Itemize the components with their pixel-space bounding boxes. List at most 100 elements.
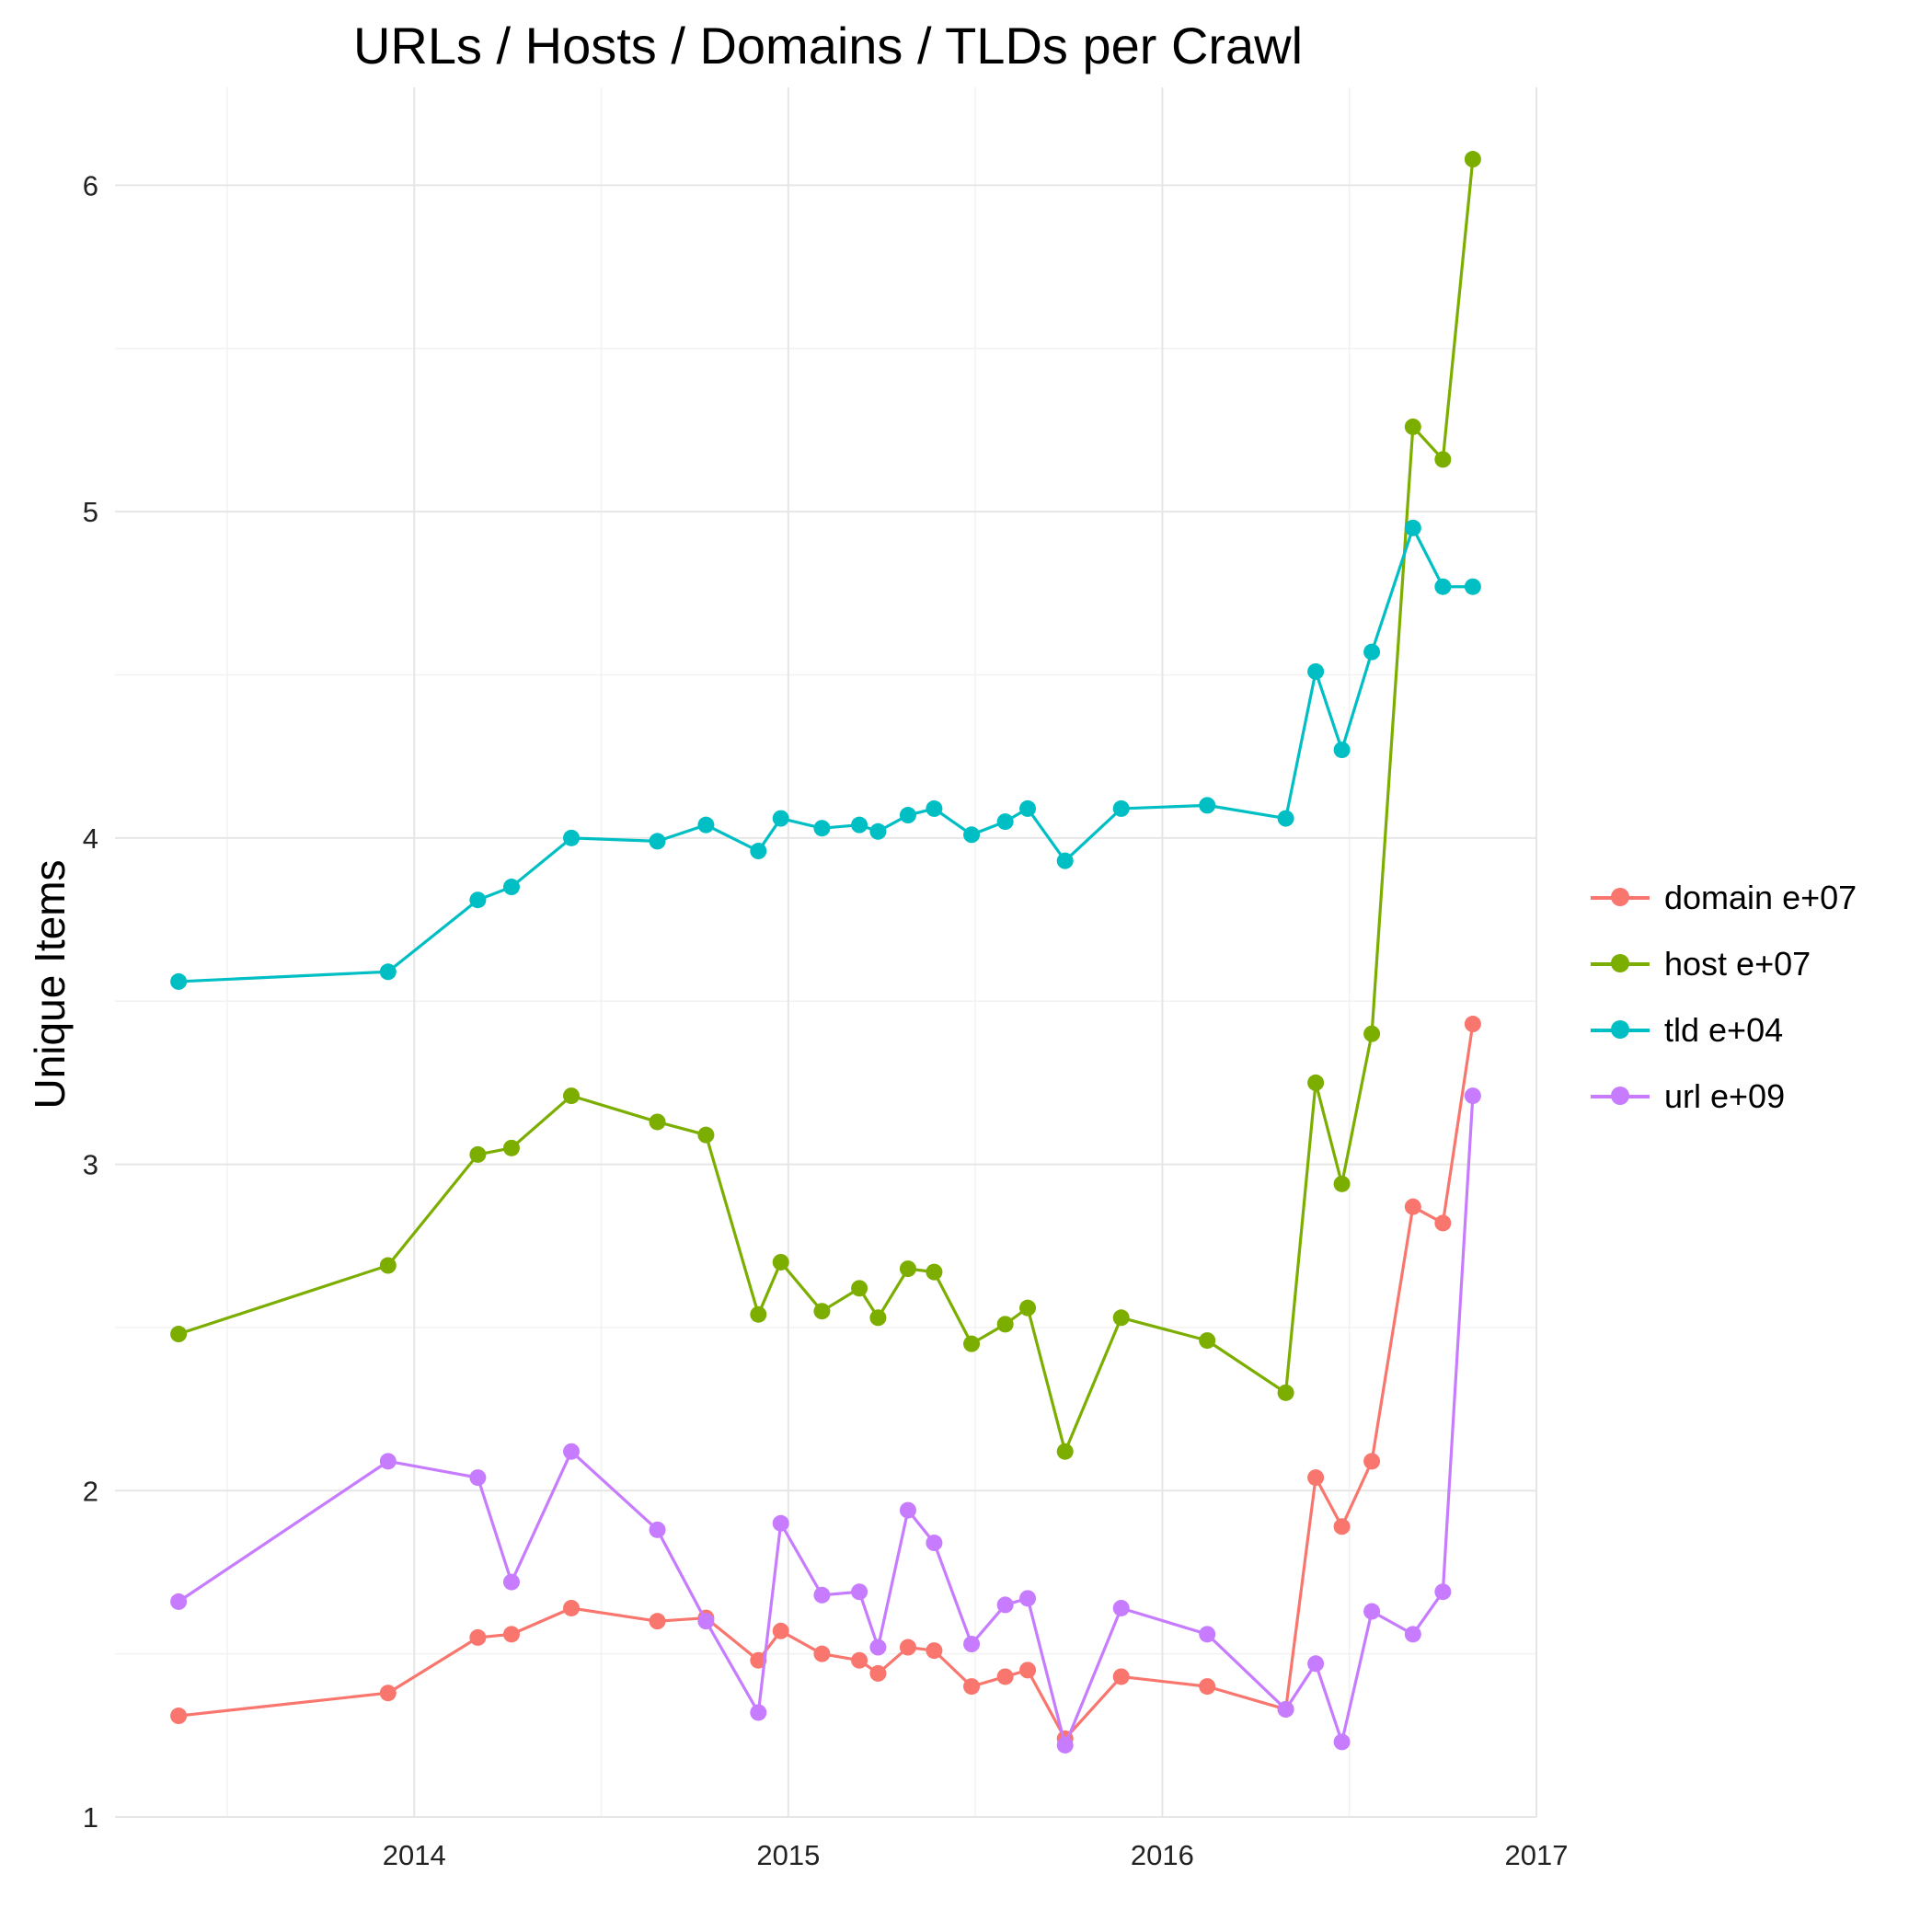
data-point [772, 810, 789, 827]
data-point [899, 807, 916, 824]
data-point [1333, 1175, 1351, 1192]
data-point [813, 1645, 831, 1662]
y-tick-label: 2 [83, 1475, 98, 1507]
data-point [1363, 643, 1381, 661]
axes: 1 2 3 4 5 6 2014 2015 2016 2017 [83, 169, 1569, 1871]
data-point [963, 1335, 981, 1352]
legend-key-host [1587, 954, 1653, 973]
legend-item-host: host e+07 [1587, 931, 1857, 997]
data-point [899, 1501, 916, 1519]
data-point [379, 1685, 397, 1702]
data-point [813, 820, 831, 837]
data-point [851, 1651, 868, 1669]
data-point [1333, 1518, 1351, 1535]
data-point [1307, 1074, 1325, 1091]
legend-label-host: host e+07 [1664, 945, 1811, 983]
data-point [1277, 1384, 1294, 1401]
data-point [1199, 797, 1216, 814]
y-tick-label: 1 [83, 1801, 98, 1834]
data-point [1464, 1087, 1481, 1105]
series-domain [170, 1016, 1481, 1747]
data-point [1333, 742, 1351, 759]
series-layer [170, 151, 1481, 1754]
data-point [1307, 1469, 1325, 1487]
data-point [1199, 1626, 1216, 1643]
y-tick-label: 6 [83, 169, 98, 201]
data-point [899, 1639, 916, 1656]
data-point [1434, 1583, 1452, 1601]
legend-item-tld: tld e+04 [1587, 997, 1857, 1064]
data-point [996, 1668, 1014, 1685]
legend-label-tld: tld e+04 [1664, 1011, 1784, 1049]
data-point [1277, 810, 1294, 827]
data-point [1199, 1332, 1216, 1350]
x-tick-label: 2015 [756, 1839, 820, 1871]
data-point [1112, 1599, 1130, 1616]
x-tick-label: 2014 [383, 1839, 446, 1871]
data-point [1112, 799, 1130, 817]
data-point [899, 1260, 916, 1278]
data-point [1056, 852, 1074, 869]
data-point [926, 799, 943, 817]
data-point [563, 829, 581, 846]
data-point [926, 1642, 943, 1660]
data-point [469, 891, 487, 909]
data-point [170, 1593, 188, 1610]
data-point [1307, 662, 1325, 680]
data-point [926, 1263, 943, 1281]
data-point [963, 1636, 981, 1652]
data-point [750, 1704, 767, 1721]
data-point [170, 1326, 188, 1343]
legend-label-url: url e+09 [1664, 1077, 1786, 1115]
legend-key-url [1587, 1087, 1653, 1106]
data-point [697, 1126, 715, 1144]
data-point [1404, 519, 1421, 536]
data-point [1434, 451, 1452, 468]
data-point [750, 1305, 767, 1323]
data-point [563, 1599, 581, 1616]
data-point [649, 1521, 666, 1538]
data-point [502, 879, 520, 896]
data-point [772, 1622, 789, 1639]
legend: domain e+07 host e+07 tld e+04 url e+09 [1587, 865, 1857, 1130]
data-point [697, 1613, 715, 1630]
data-point [469, 1145, 487, 1163]
series-tld [170, 519, 1481, 990]
data-point [1363, 1025, 1381, 1042]
y-axis-label: Unique Items [26, 859, 74, 1109]
data-point [563, 1087, 581, 1105]
y-tick-label: 5 [83, 496, 98, 528]
data-point [1363, 1453, 1381, 1470]
data-point [649, 1113, 666, 1131]
data-point [563, 1443, 581, 1460]
data-point [697, 816, 715, 834]
series-line [178, 526, 1473, 983]
grid [115, 87, 1537, 1818]
data-point [379, 963, 397, 981]
legend-key-domain [1587, 888, 1653, 907]
data-point [1019, 799, 1037, 817]
data-point [379, 1257, 397, 1274]
data-point [996, 1316, 1014, 1333]
data-point [1019, 1299, 1037, 1317]
y-tick-label: 4 [83, 822, 98, 855]
legend-item-url: url e+09 [1587, 1064, 1857, 1130]
data-point [1404, 418, 1421, 435]
data-point [1404, 1198, 1421, 1215]
legend-key-tld [1587, 1020, 1653, 1040]
data-point [772, 1514, 789, 1532]
data-point [1434, 578, 1452, 595]
x-tick-label: 2017 [1505, 1839, 1569, 1871]
data-point [750, 1651, 767, 1669]
series-line [178, 158, 1475, 1454]
data-point [1307, 1655, 1325, 1673]
x-tick-label: 2016 [1131, 1839, 1194, 1871]
data-point [1277, 1700, 1294, 1718]
data-point [1199, 1678, 1216, 1696]
data-point [1434, 1214, 1452, 1232]
data-point [1363, 1603, 1381, 1620]
data-point [1019, 1662, 1037, 1679]
data-point [502, 1573, 520, 1591]
data-point [1056, 1443, 1074, 1460]
